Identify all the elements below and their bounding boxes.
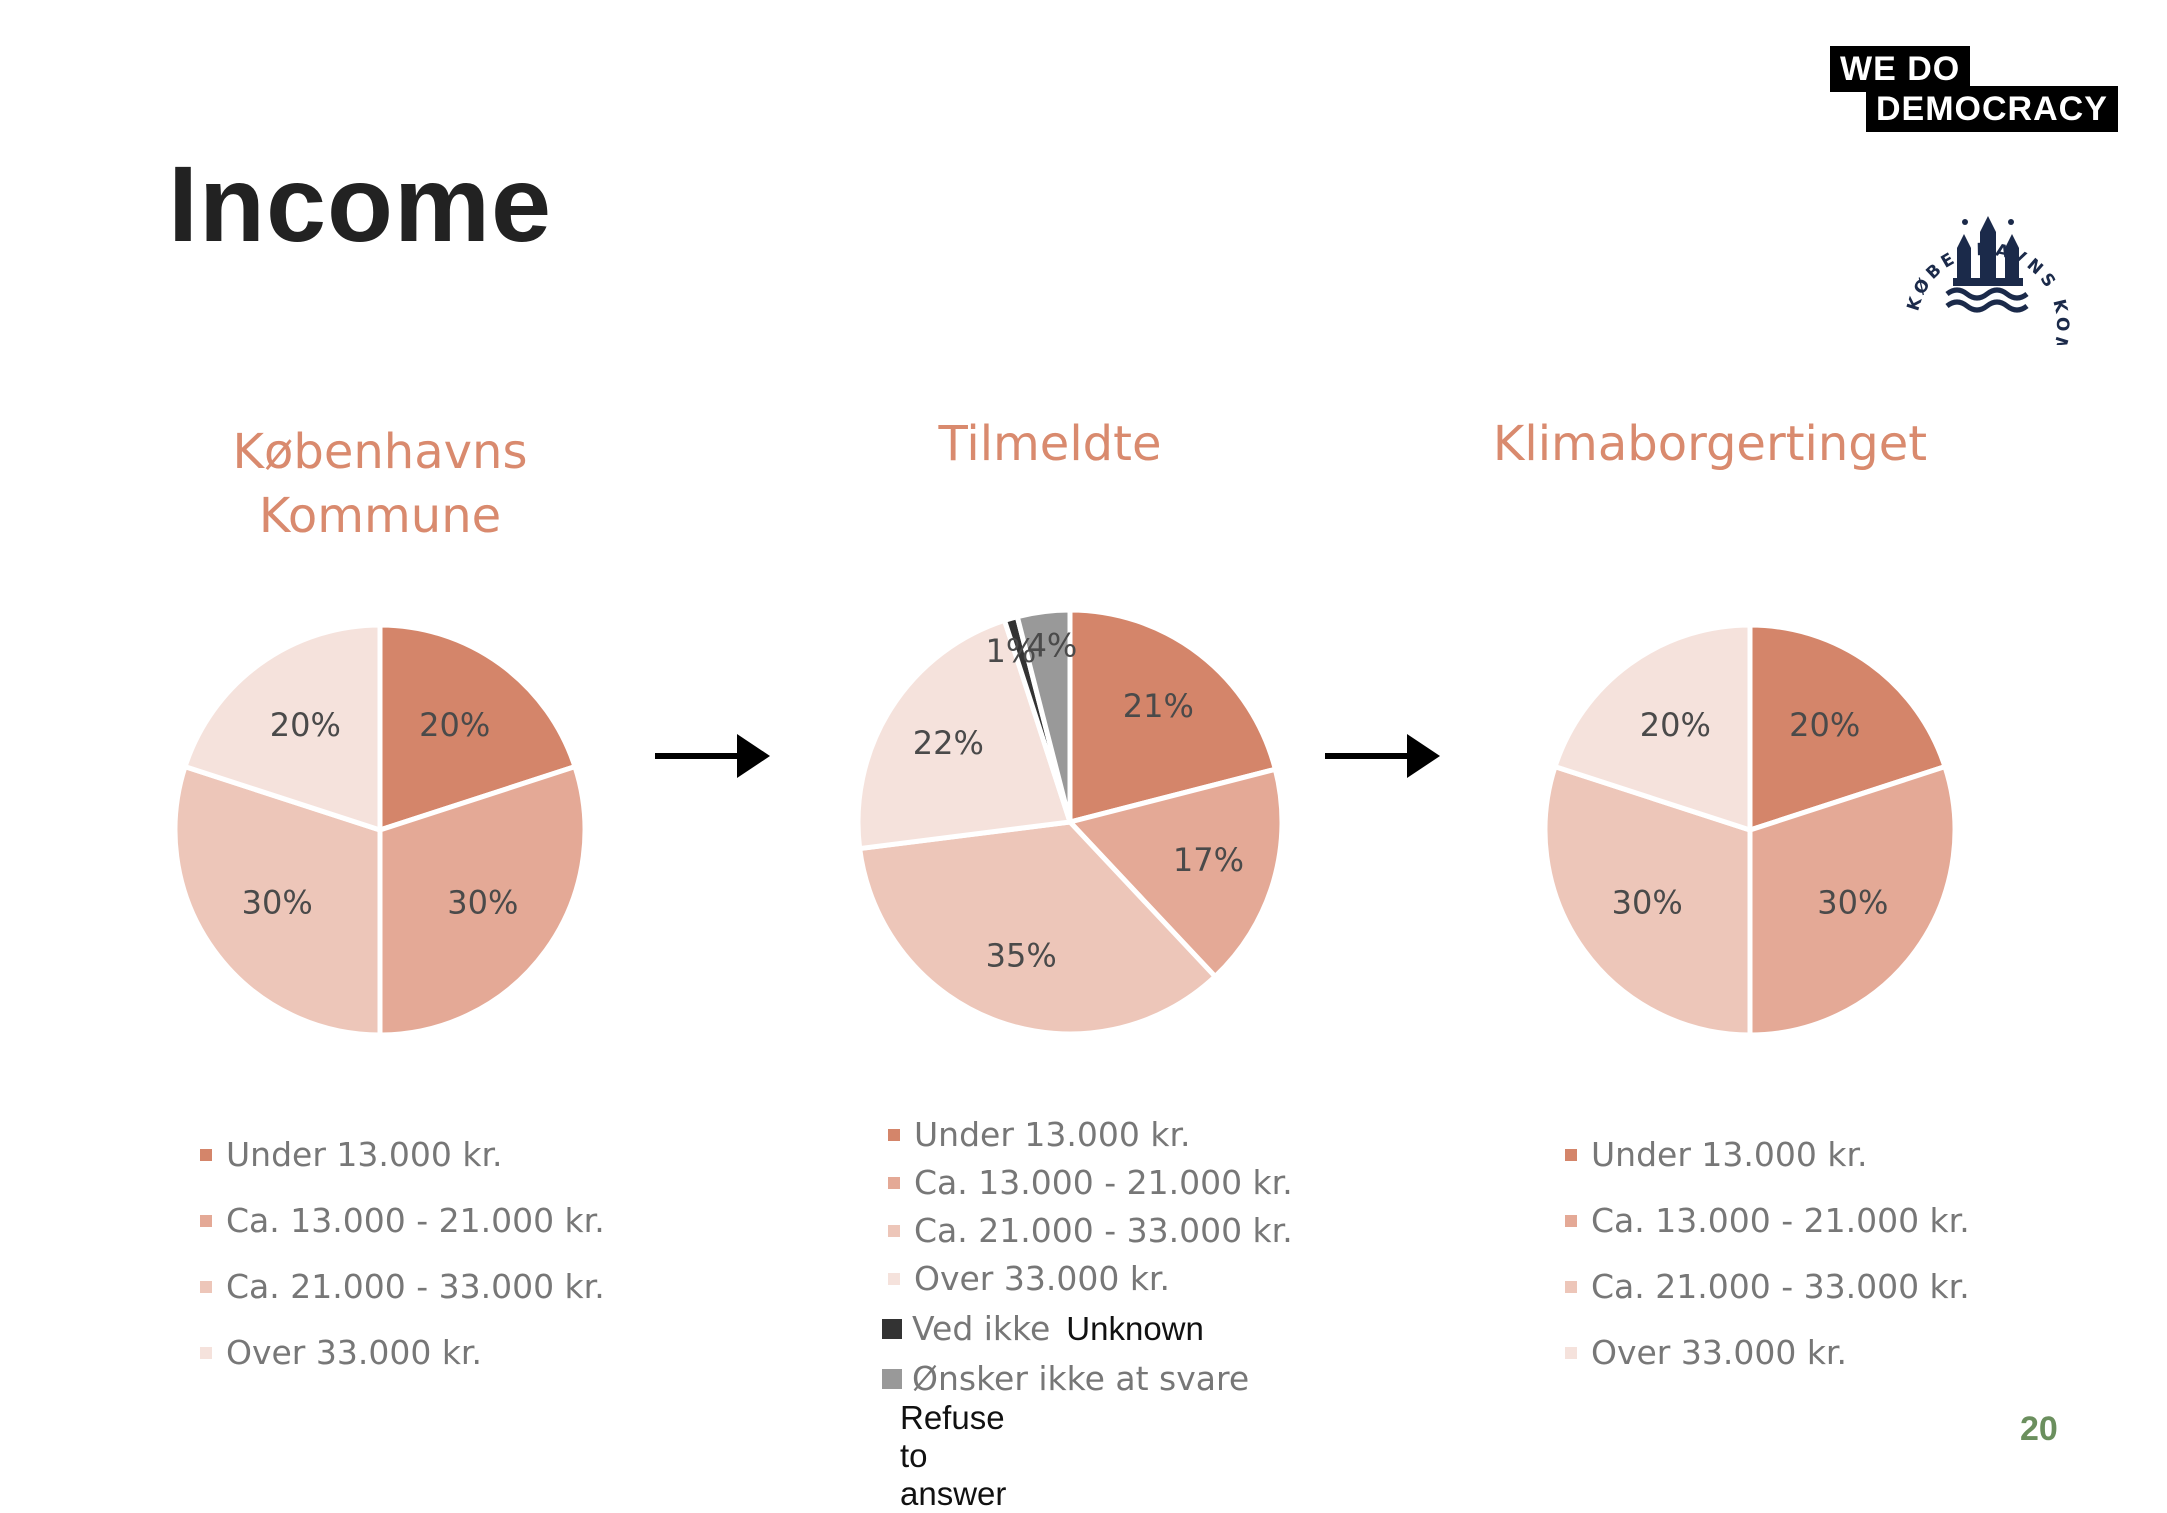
- legend-swatch: [888, 1176, 900, 1189]
- arrow-right-icon: [655, 734, 770, 778]
- legend-item: Ca. 21.000 - 33.000 kr.: [200, 1267, 605, 1306]
- pie-data-label: 20%: [1640, 706, 1711, 744]
- legend-label: Under 13.000 kr.: [914, 1115, 1191, 1154]
- pie-data-label: 20%: [270, 706, 341, 744]
- pie-chart-tilmeldte: 21% 17% 35% 22% 1%4%: [855, 607, 1285, 1037]
- pie-slice: [1551, 622, 1753, 834]
- pie-chart-kommune: 20% 30% 30% 20%: [172, 622, 588, 1038]
- legend-item: Over 33.000 kr.: [200, 1333, 482, 1372]
- pie-slice: [181, 622, 383, 834]
- pie-slice: [1014, 607, 1073, 823]
- legend-swatch: [1565, 1346, 1577, 1359]
- legend-swatch: [200, 1280, 212, 1293]
- legend-label: Over 33.000 kr.: [1591, 1333, 1847, 1372]
- legend-swatch: [200, 1148, 212, 1161]
- legend-item: Ca. 21.000 - 33.000 kr.: [1565, 1267, 1970, 1306]
- pie-slice: [1747, 763, 1958, 1038]
- pie-data-label: 30%: [242, 884, 313, 922]
- legend-swatch: [200, 1346, 212, 1359]
- legend-item: Ca. 13.000 - 21.000 kr.: [888, 1163, 1293, 1202]
- pie-chart-klimaborgertinget: 20% 30% 30% 20%: [1542, 622, 1958, 1038]
- pie-slice: [377, 763, 588, 1038]
- pie-data-label: 17%: [1173, 841, 1244, 879]
- legend-label: Ca. 13.000 - 21.000 kr.: [1591, 1201, 1970, 1240]
- legend-label: Under 13.000 kr.: [226, 1135, 503, 1174]
- legend-swatch: [888, 1128, 900, 1141]
- legend-swatch: [1565, 1214, 1577, 1227]
- chart-title-klimaborgertinget: Klimaborgertinget: [1492, 416, 1928, 472]
- legend-item: Under 13.000 kr.: [200, 1135, 502, 1174]
- pie-slice: [856, 819, 1219, 1037]
- legend-swatch: [888, 1224, 900, 1237]
- chart-title-kommune: Københavns Kommune: [232, 424, 528, 544]
- legend-item: Ca. 13.000 - 21.000 kr.: [1565, 1201, 1970, 1240]
- pie-slice: [172, 763, 383, 1038]
- we-do-democracy-logo: WE DO DEMOCRACY: [1830, 46, 2120, 132]
- pie-slice: [1542, 763, 1753, 1038]
- pie-data-label: 30%: [1612, 884, 1683, 922]
- legend-item: Ved ikke Unknown: [882, 1309, 1204, 1348]
- legend-item: Over 33.000 kr.: [888, 1259, 1170, 1298]
- pie-data-label: 21%: [1123, 687, 1194, 725]
- legend-item: Ca. 21.000 - 33.000 kr.: [888, 1211, 1293, 1250]
- logo-line-1: WE DO: [1830, 46, 1971, 92]
- legend-item: Over 33.000 kr.: [1565, 1333, 1847, 1372]
- legend-swatch: [200, 1214, 212, 1227]
- legend-swatch: [888, 1272, 900, 1285]
- pie-slice: [1067, 607, 1279, 826]
- pie-data-label: 22%: [913, 724, 984, 762]
- legend-label: Ca. 21.000 - 33.000 kr.: [226, 1267, 605, 1306]
- pie-slice: [377, 622, 579, 834]
- legend-label: Ca. 13.000 - 21.000 kr.: [226, 1201, 605, 1240]
- legend-item: Ønsker ikke at svare: [882, 1359, 1249, 1398]
- annotation-unknown: Unknown: [1066, 1309, 1204, 1347]
- legend-item: Ca. 13.000 - 21.000 kr.: [200, 1201, 605, 1240]
- pie-data-label: 30%: [447, 884, 518, 922]
- kobenhavns-kommune-seal-icon: KØBENHAVNS KOMMUNE: [1903, 216, 2068, 345]
- logo-line-2: DEMOCRACY: [1866, 86, 2118, 132]
- pie-data-label: 4%: [1027, 626, 1078, 664]
- legend-swatch: [882, 1368, 902, 1389]
- legend-label: Ca. 21.000 - 33.000 kr.: [1591, 1267, 1970, 1306]
- legend-swatch: [882, 1318, 902, 1339]
- legend-label: Ca. 13.000 - 21.000 kr.: [914, 1163, 1293, 1202]
- legend-swatch: [1565, 1148, 1577, 1161]
- pie-data-label: 35%: [986, 937, 1057, 975]
- chart-title-tilmeldte: Tilmeldte: [938, 416, 1162, 472]
- arrow-right-icon: [1325, 734, 1440, 778]
- annotation-refuse-to-answer: Refuse to answer: [900, 1399, 1007, 1512]
- pie-slice: [1747, 622, 1949, 834]
- legend-item: Under 13.000 kr.: [888, 1115, 1190, 1154]
- legend-label: Over 33.000 kr.: [226, 1333, 482, 1372]
- legend-swatch: [1565, 1280, 1577, 1293]
- pie-data-label: 20%: [1789, 706, 1860, 744]
- slide-title: Income: [168, 143, 553, 264]
- legend-label: Ca. 21.000 - 33.000 kr.: [914, 1211, 1293, 1250]
- pie-slice: [1065, 766, 1285, 981]
- page-number: 20: [2020, 1410, 2058, 1448]
- pie-data-label: 30%: [1817, 884, 1888, 922]
- pie-data-label: 1%: [986, 632, 1037, 670]
- legend-label: Ønsker ikke at svare: [912, 1359, 1250, 1398]
- legend-label: Over 33.000 kr.: [914, 1259, 1170, 1298]
- pie-slice: [855, 617, 1074, 852]
- legend-item: Under 13.000 kr.: [1565, 1135, 1867, 1174]
- legend-label: Under 13.000 kr.: [1591, 1135, 1868, 1174]
- legend-label: Ved ikke: [912, 1309, 1051, 1348]
- pie-data-label: 20%: [419, 706, 490, 744]
